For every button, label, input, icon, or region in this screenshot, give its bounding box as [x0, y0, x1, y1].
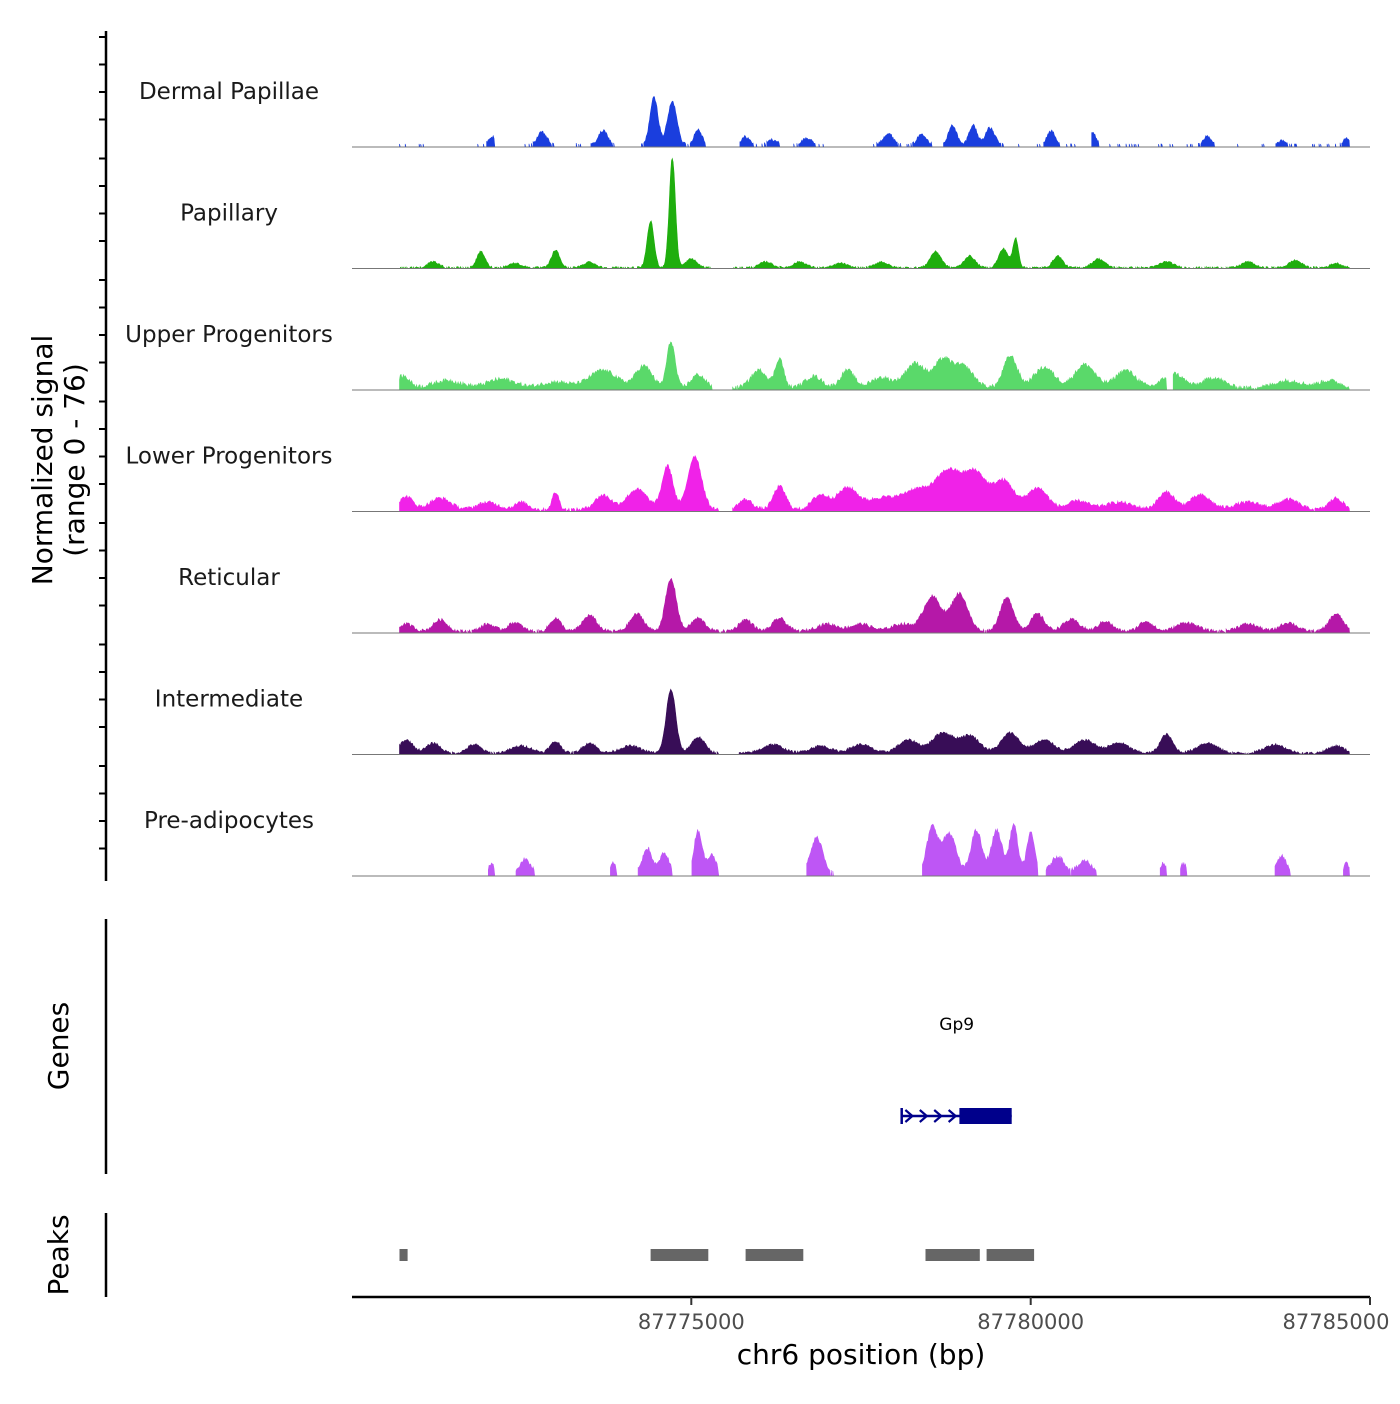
track-reticular: Reticular: [178, 565, 1370, 634]
track-label: Intermediate: [155, 687, 303, 713]
gene-exon: [959, 1108, 1012, 1124]
coverage-area: [399, 577, 1350, 634]
peak-region: [650, 1249, 709, 1261]
peak-region: [745, 1249, 804, 1261]
x-tick-label: 87780000: [977, 1310, 1084, 1334]
track-label: Upper Progenitors: [125, 322, 333, 348]
coverage-area: [399, 341, 1351, 391]
peak-region: [986, 1249, 1035, 1261]
coverage-area: [400, 157, 1351, 269]
coverage-y-ticks: [99, 36, 106, 850]
strand-arrow-icon: [919, 1109, 929, 1123]
strand-arrow-icon: [904, 1109, 915, 1123]
track-intermediate: Intermediate: [155, 687, 1370, 755]
track-label: Reticular: [178, 565, 280, 591]
coverage-area: [488, 822, 1350, 877]
x-axis-title: chr6 position (bp): [737, 1338, 986, 1371]
x-tick-label: 87785000: [1283, 1310, 1390, 1334]
coverage-area: [399, 454, 1350, 512]
gene-label: Gp9: [939, 1015, 974, 1035]
peak-track: [399, 1249, 1035, 1261]
y-axis-title: Normalized signal: [26, 335, 59, 586]
track-label: Pre-adipocytes: [144, 808, 314, 834]
track-papillary: Papillary: [180, 157, 1370, 269]
strand-arrow-icon: [947, 1109, 958, 1123]
peaks-panel-title: Peaks: [42, 1214, 75, 1295]
track-label: Lower Progenitors: [126, 444, 333, 470]
peak-region: [399, 1249, 408, 1261]
track-lower-progenitors: Lower Progenitors: [126, 444, 1370, 512]
coverage-area: [399, 688, 1350, 755]
track-dermal-papillae: Dermal Papillae: [139, 79, 1370, 148]
strand-arrow-icon: [933, 1109, 943, 1123]
genes-panel-title: Genes: [42, 1002, 75, 1090]
track-upper-progenitors: Upper Progenitors: [125, 322, 1370, 391]
y-axis-range: (range 0 - 76): [58, 363, 91, 557]
x-tick-label: 87775000: [638, 1310, 745, 1334]
coverage-tracks: Dermal Papillae Papillary Upper Progenitor…: [125, 79, 1370, 877]
gene-track: Gp9: [900, 1015, 1012, 1124]
coverage-area: [399, 96, 1350, 148]
track-label: Papillary: [180, 201, 278, 227]
peak-region: [925, 1249, 980, 1261]
x-axis-ticks: 87775000 87780000 87785000: [638, 1297, 1390, 1334]
gene-gp9: Gp9: [900, 1015, 1012, 1124]
track-pre-adipocytes: Pre-adipocytes: [144, 808, 1370, 877]
track-label: Dermal Papillae: [139, 79, 319, 105]
